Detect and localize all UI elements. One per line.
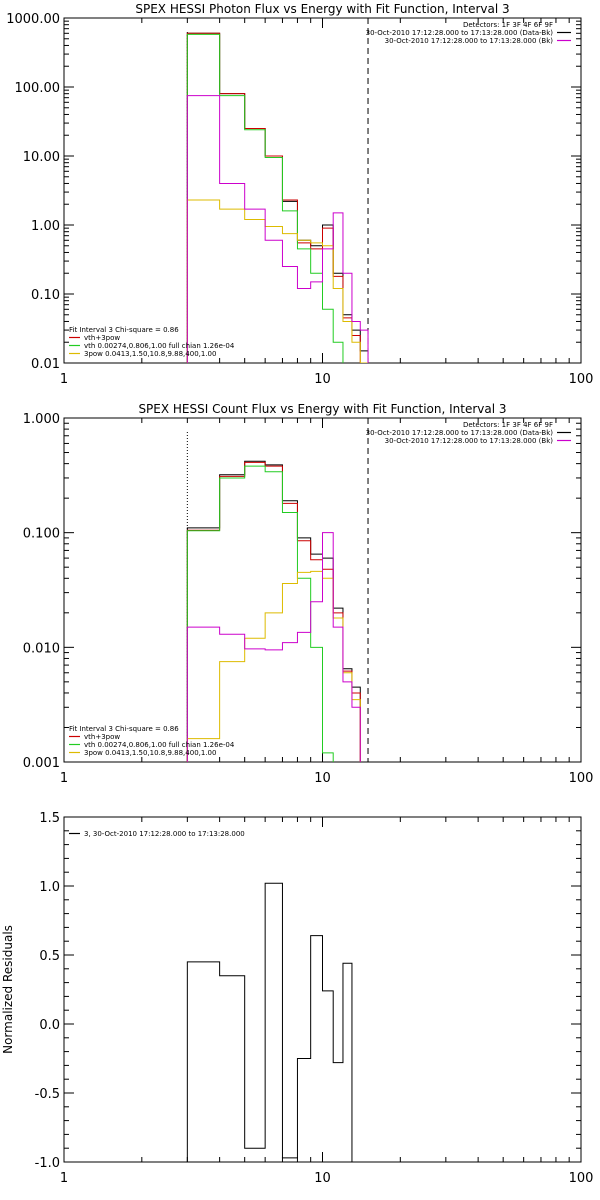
- x-tick-label: 10: [314, 372, 331, 387]
- x-tick-label: 100: [569, 771, 594, 786]
- y-tick-label: 0.100: [23, 527, 60, 542]
- y-tick-label: 100.00: [15, 81, 61, 96]
- x-tick-label: 1: [60, 771, 68, 786]
- legend-entry: 3pow 0.0413,1.50,10.8,9.88,400,1.00: [84, 749, 216, 757]
- y-tick-label: 1.0: [39, 880, 60, 895]
- series-group: [186, 460, 361, 762]
- legend-entry: vth 0.00274,0.806,1.00 full chian 1.26e-…: [84, 741, 235, 749]
- plot-1: SPEX HESSI Photon Flux vs Energy with Fi…: [6, 2, 593, 387]
- series-line-vth: [186, 33, 344, 363]
- x-tick-label: 10: [314, 1171, 331, 1186]
- series-line-bk: [186, 95, 369, 363]
- y-tick-label: 0.5: [39, 949, 60, 964]
- series-line-residuals: [186, 882, 353, 1162]
- header-line: Detectors: 1F 3F 4F 6F 9F: [463, 421, 553, 429]
- y-tick-label: 1000.00: [6, 12, 60, 27]
- y-tick-label: 0.001: [23, 756, 60, 771]
- series-group: [186, 32, 369, 363]
- y-axis-label: Normalized Residuals: [1, 925, 15, 1054]
- header-line: 30-Oct-2010 17:12:28.000 to 17:13:28.000…: [385, 37, 554, 45]
- legend-entry: 3, 30-Oct-2010 17:12:28.000 to 17:13:28.…: [84, 830, 245, 838]
- x-tick-label: 1: [60, 372, 68, 387]
- y-tick-label: -1.0: [35, 1156, 60, 1171]
- y-tick-label: 0.10: [31, 288, 60, 303]
- y-tick-label: 1.5: [39, 811, 60, 826]
- plot-title: SPEX HESSI Count Flux vs Energy with Fit…: [138, 402, 506, 416]
- plot-title: SPEX HESSI Photon Flux vs Energy with Fi…: [135, 2, 509, 16]
- legend-entry: Fit Interval 3 Chi-square = 0.86: [69, 725, 179, 733]
- series-line-bk: [186, 532, 361, 762]
- x-tick-label: 10: [314, 771, 331, 786]
- legend-entry: 3pow 0.0413,1.50,10.8,9.88,400,1.00: [84, 350, 216, 358]
- plot-2: SPEX HESSI Count Flux vs Energy with Fit…: [23, 402, 594, 786]
- y-tick-label: 0.0: [39, 1018, 60, 1033]
- y-tick-label: 0.010: [23, 641, 60, 656]
- plot-3: 1 10 100 -1.0 -0.5 0.0 0.5 1.0 1.5 Normalized Res…: [1, 811, 593, 1186]
- legend-entry: Fit Interval 3 Chi-square = 0.86: [69, 326, 179, 334]
- header-line: 30-Oct-2010 17:12:28.000 to 17:13:28.000…: [366, 29, 554, 37]
- series-line-vth-3pow: [186, 32, 369, 363]
- series-line-data-bk: [186, 32, 369, 363]
- y-tick-label: 0.01: [31, 357, 60, 372]
- y-tick-label: 1.000: [23, 412, 60, 427]
- header-line: 30-Oct-2010 17:12:28.000 to 17:13:28.000…: [366, 429, 554, 437]
- series-line-data-bk: [186, 460, 361, 762]
- y-tick-label: 1.00: [31, 219, 60, 234]
- x-tick-label: 100: [569, 1171, 594, 1186]
- header-line: 30-Oct-2010 17:12:28.000 to 17:13:28.000…: [385, 437, 554, 445]
- legend-entry: vth+3pow: [84, 733, 120, 741]
- legend-entry: vth+3pow: [84, 334, 120, 342]
- legend-entry: vth 0.00274,0.806,1.00 full chian 1.26e-…: [84, 342, 235, 350]
- series-line-vth-3pow: [186, 461, 361, 762]
- header-line: Detectors: 1F 3F 4F 6F 9F: [463, 21, 553, 29]
- series-line-3pow: [186, 570, 361, 762]
- series-line-vth: [186, 465, 334, 762]
- y-tick-label: -0.5: [35, 1087, 60, 1102]
- series-group: [186, 882, 353, 1162]
- x-tick-label: 100: [569, 372, 594, 387]
- series-line-3pow: [186, 199, 369, 363]
- plot-frame: [63, 17, 582, 364]
- x-tick-label: 1: [60, 1171, 68, 1186]
- y-tick-label: 10.00: [23, 150, 60, 165]
